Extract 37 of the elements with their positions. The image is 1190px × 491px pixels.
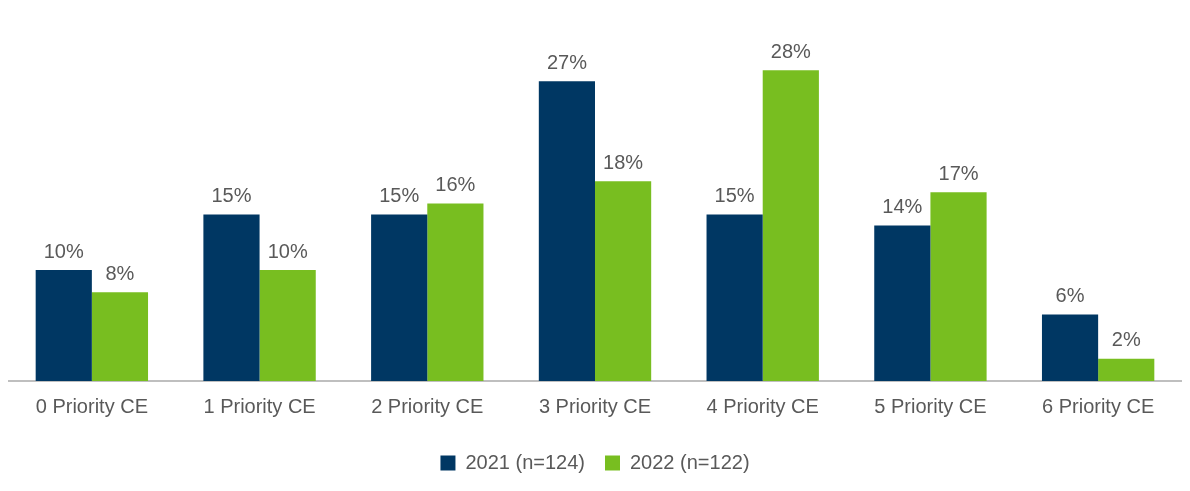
x-tick-label: 6 Priority CE	[1042, 394, 1155, 417]
data-label: 15%	[211, 184, 252, 207]
bar	[427, 203, 484, 381]
x-tick-label: 2 Priority CE	[371, 394, 484, 417]
data-label: 2%	[1111, 328, 1141, 351]
x-tick-label: 5 Priority CE	[874, 394, 987, 417]
x-tick-label: 1 Priority CE	[203, 394, 316, 417]
data-label: 6%	[1055, 283, 1085, 306]
bar	[203, 214, 260, 381]
data-label: 8%	[105, 261, 135, 284]
bar	[1098, 358, 1155, 381]
bar	[762, 70, 819, 381]
bar	[91, 292, 149, 381]
data-label: 14%	[882, 195, 923, 218]
bar	[874, 225, 931, 381]
bar	[259, 270, 316, 381]
data-label: 17%	[938, 161, 979, 184]
data-label: 28%	[770, 39, 812, 62]
bar	[371, 214, 428, 381]
data-label: 27%	[546, 50, 588, 73]
data-label: 16%	[435, 172, 476, 195]
bar	[1041, 314, 1099, 381]
bar	[930, 192, 987, 381]
bar	[595, 181, 652, 381]
legend-label: 2022 (n=122)	[630, 450, 750, 473]
bar	[706, 214, 763, 381]
data-label: 10%	[43, 239, 84, 262]
x-tick-label: 4 Priority CE	[706, 394, 819, 417]
legend-label: 2021 (n=124)	[465, 450, 586, 473]
data-label: 15%	[379, 184, 420, 207]
data-label: 10%	[267, 239, 308, 262]
data-label: 18%	[603, 150, 644, 173]
x-tick-label: 0 Priority CE	[35, 394, 148, 417]
x-tick-label: 3 Priority CE	[538, 394, 652, 417]
data-label: 15%	[714, 184, 755, 207]
bar	[538, 81, 595, 381]
bar	[35, 270, 92, 381]
